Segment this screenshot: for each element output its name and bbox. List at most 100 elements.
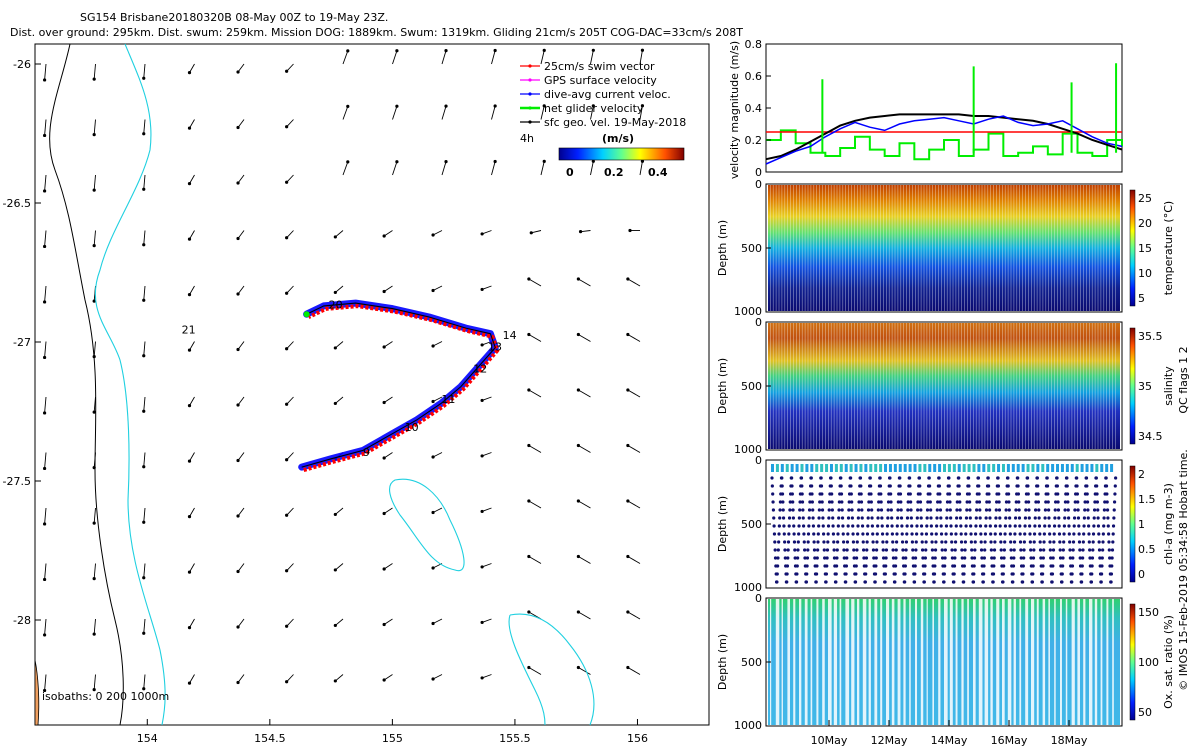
chl-surface (834, 464, 838, 472)
chl-sample (1082, 516, 1086, 520)
chl-sample (1025, 476, 1030, 480)
chl-sample (899, 508, 903, 512)
map-xtick-label: 154 (137, 732, 158, 745)
chl-sample (1065, 492, 1070, 496)
chl-sample (776, 564, 780, 568)
vector-arrow (93, 63, 96, 80)
chl-sample (931, 556, 935, 560)
vector-head (43, 688, 47, 693)
vector-head (92, 299, 96, 303)
vector-arrow (432, 507, 443, 513)
vector-arrow (335, 618, 344, 626)
chl-sample (963, 548, 967, 552)
chl-sample (794, 580, 799, 584)
vector-head (395, 49, 399, 53)
profile-gap (1091, 185, 1093, 311)
chl-sample (933, 548, 938, 552)
profile-gap (1071, 185, 1073, 311)
chl-sample (917, 476, 922, 480)
chl-sample (940, 556, 945, 560)
qc-note: QC flags 1 2 (1177, 346, 1190, 413)
vector-arrow (143, 119, 146, 134)
chl-sample (1092, 516, 1096, 520)
chl-sample (1090, 572, 1094, 576)
chl-sample (1008, 524, 1012, 528)
chl-sample (1028, 540, 1032, 544)
map-xtick-label: 155.5 (499, 732, 531, 745)
profile-gap (888, 323, 890, 449)
profile-gap (833, 323, 835, 449)
chl-sample (826, 540, 830, 544)
vector-arrow (189, 285, 195, 295)
chl-sample (1061, 556, 1065, 560)
profile-gap (955, 599, 958, 725)
legend-marker (528, 64, 532, 68)
chl-sample (849, 492, 853, 496)
panel-ytick-label: 500 (741, 242, 762, 255)
profile-gap (1100, 599, 1103, 725)
chl-sample (864, 572, 868, 576)
chl-sample (930, 532, 934, 536)
vector-head (480, 287, 484, 292)
chl-surface (1001, 464, 1005, 472)
cbar-tick-2: 0.4 (648, 166, 668, 179)
chl-sample (806, 548, 810, 552)
chl-surface (962, 464, 966, 472)
chl-sample (973, 548, 977, 552)
profile-gap (1112, 323, 1113, 449)
vector-arrow (237, 507, 245, 517)
profile-gap (1031, 185, 1032, 311)
vector-head (626, 665, 630, 670)
chl-surface (938, 464, 942, 472)
track-swim (303, 304, 500, 473)
profile-gap (1036, 599, 1039, 725)
vector-head (640, 159, 645, 163)
glider-track (298, 299, 500, 473)
vector-head (576, 277, 580, 281)
map-y-ticks: -26-26.5-27-27.5-28 (3, 58, 41, 627)
track-end-marker (303, 311, 310, 318)
chl-sample (996, 484, 1001, 488)
chl-sample (1105, 508, 1110, 512)
chl-sample (1009, 556, 1013, 560)
panel-cbar-tick: 1 (1138, 518, 1145, 531)
day-label: 10 (405, 421, 419, 434)
profile-gap (984, 323, 986, 449)
chl-sample (1027, 508, 1031, 512)
chl-sample (939, 524, 943, 528)
legend-marker (528, 106, 532, 110)
chl-surface (1011, 464, 1015, 472)
chl-sample (1063, 500, 1068, 504)
chl-sample (777, 540, 781, 544)
chl-sample (883, 580, 887, 584)
chl-sample (781, 500, 785, 504)
chl-sample (942, 572, 946, 576)
profile-gap (874, 185, 875, 311)
chl-sample (1091, 548, 1095, 552)
profile-gap (877, 323, 878, 449)
chl-sample (1055, 476, 1059, 480)
chl-sample (945, 516, 949, 520)
chl-sample (807, 524, 811, 528)
chl-sample (1050, 580, 1054, 584)
vector-arrow (143, 674, 146, 689)
profile-gap (955, 323, 957, 449)
profile-gap (990, 323, 991, 449)
profile-gap (1086, 185, 1087, 311)
vector-arrow (578, 389, 591, 398)
chl-sample (899, 500, 903, 504)
chl-surface (898, 464, 902, 472)
chl-sample (952, 564, 957, 568)
chl-sample (821, 516, 825, 520)
vector-arrow (44, 174, 47, 191)
chl-sample (1023, 524, 1027, 528)
profile-gap (920, 599, 924, 725)
chl-sample (1086, 516, 1090, 520)
profile-gap (1106, 185, 1107, 311)
vector-head (480, 454, 484, 458)
chl-sample (1111, 524, 1116, 528)
profile-gap (1028, 323, 1029, 449)
chl-sample (977, 484, 981, 488)
vector-arrow (237, 174, 245, 184)
chl-sample (856, 532, 860, 536)
